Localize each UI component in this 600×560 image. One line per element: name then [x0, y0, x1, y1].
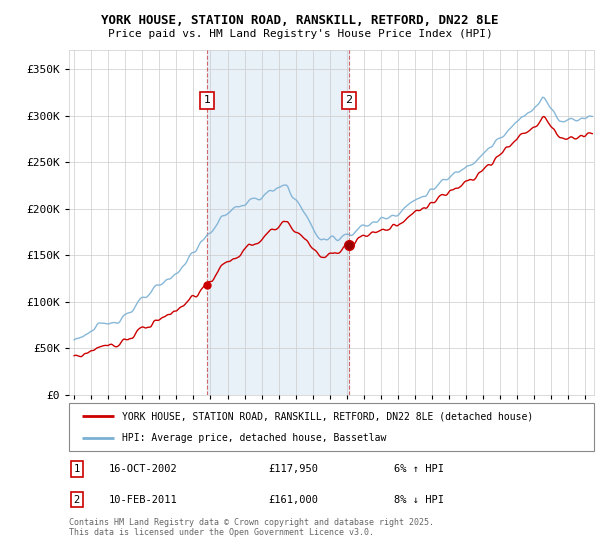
- Text: 1: 1: [203, 95, 211, 105]
- Text: 10-FEB-2011: 10-FEB-2011: [109, 494, 177, 505]
- Text: £117,950: £117,950: [269, 464, 319, 474]
- Text: 16-OCT-2002: 16-OCT-2002: [109, 464, 177, 474]
- Text: £161,000: £161,000: [269, 494, 319, 505]
- Text: YORK HOUSE, STATION ROAD, RANSKILL, RETFORD, DN22 8LE (detached house): YORK HOUSE, STATION ROAD, RANSKILL, RETF…: [121, 411, 533, 421]
- FancyBboxPatch shape: [69, 403, 594, 451]
- Text: 1: 1: [74, 464, 80, 474]
- Text: Price paid vs. HM Land Registry's House Price Index (HPI): Price paid vs. HM Land Registry's House …: [107, 29, 493, 39]
- Text: 2: 2: [74, 494, 80, 505]
- Text: 8% ↓ HPI: 8% ↓ HPI: [395, 494, 445, 505]
- Text: Contains HM Land Registry data © Crown copyright and database right 2025.
This d: Contains HM Land Registry data © Crown c…: [69, 518, 434, 538]
- Text: 6% ↑ HPI: 6% ↑ HPI: [395, 464, 445, 474]
- Text: 2: 2: [346, 95, 352, 105]
- Text: YORK HOUSE, STATION ROAD, RANSKILL, RETFORD, DN22 8LE: YORK HOUSE, STATION ROAD, RANSKILL, RETF…: [101, 14, 499, 27]
- Bar: [207, 50, 349, 395]
- Text: HPI: Average price, detached house, Bassetlaw: HPI: Average price, detached house, Bass…: [121, 433, 386, 443]
